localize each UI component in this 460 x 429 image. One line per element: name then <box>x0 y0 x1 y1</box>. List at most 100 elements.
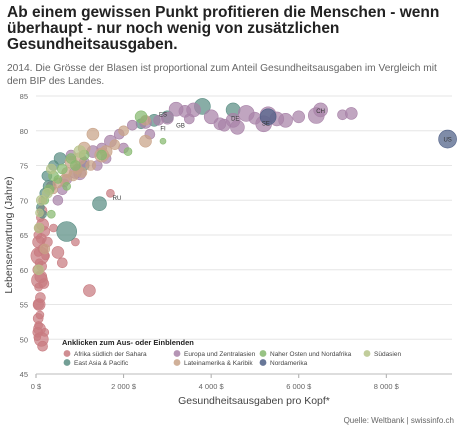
bubble-afrika[interactable] <box>49 223 58 233</box>
bubble-europa[interactable] <box>344 107 358 120</box>
bubbles <box>30 98 457 352</box>
bubble-suedasien[interactable] <box>45 163 57 175</box>
bubble-nordamerika[interactable] <box>438 129 457 149</box>
bubble-lateinamerika[interactable] <box>109 139 121 150</box>
country-label-gb: GB <box>176 124 185 130</box>
bubble-lateinamerika[interactable] <box>139 134 152 148</box>
bubble-ostasien[interactable] <box>92 196 107 211</box>
bubble-afrika[interactable] <box>40 327 50 337</box>
bubble-ostasien[interactable] <box>53 152 67 165</box>
bubble-lateinamerika[interactable] <box>67 170 79 182</box>
legend-swatch-nordamerika[interactable] <box>259 359 267 366</box>
legend-item-afrika[interactable]: Afrika südlich der Sahara <box>74 351 147 358</box>
x-tick-label: 0 $ <box>31 382 42 391</box>
legend-swatch-lateinamerika[interactable] <box>173 359 181 366</box>
y-tick-label: 60 <box>20 266 28 275</box>
country-label-ch: CH <box>316 109 325 115</box>
legend-item-ostasien[interactable]: East Asia & Pacific <box>74 360 129 367</box>
legend-item-lateinamerika[interactable]: Lateinamerika & Karibik <box>184 360 253 367</box>
bubble-europa[interactable] <box>52 195 64 206</box>
bubble-afrika[interactable] <box>106 189 115 198</box>
bubble-nahost[interactable] <box>123 147 133 156</box>
legend-swatch-nahost[interactable] <box>259 350 267 357</box>
bubble-afrika[interactable] <box>71 237 80 247</box>
x-axis-ticks: 0 $ 2 000 $ 4 000 $ 6 000 $ 8 000 $ <box>31 374 400 391</box>
source-note: Quelle: Weltbank | swissinfo.ch <box>344 416 454 425</box>
bubble-nahost[interactable] <box>159 137 167 145</box>
bubble-europa[interactable] <box>307 107 325 124</box>
y-tick-label: 50 <box>20 335 28 344</box>
bubble-europa[interactable] <box>237 105 255 122</box>
bubble-lateinamerika[interactable] <box>39 243 51 255</box>
x-tick-label: 8 000 $ <box>374 382 400 391</box>
y-tick-label: 80 <box>20 127 28 136</box>
legend-item-nahost[interactable]: Naher Osten und Nordafrika <box>270 351 352 358</box>
bubble-nahost[interactable] <box>62 182 71 191</box>
legend-swatch-suedasien[interactable] <box>363 350 371 357</box>
bubble-europa[interactable] <box>168 101 184 117</box>
bubble-suedasien[interactable] <box>33 264 44 276</box>
y-tick-label: 45 <box>20 370 28 379</box>
bubble-nahost[interactable] <box>70 160 81 171</box>
bubble-afrika[interactable] <box>33 299 44 310</box>
legend-item-nordamerika[interactable]: Nordamerika <box>270 360 308 367</box>
bubble-nahost[interactable] <box>96 149 107 161</box>
y-tick-label: 65 <box>20 231 28 240</box>
bubble-lateinamerika[interactable] <box>76 167 88 178</box>
bubble-lateinamerika[interactable] <box>86 127 100 141</box>
bubble-afrika[interactable] <box>56 257 68 269</box>
bubble-europa[interactable] <box>203 109 219 125</box>
bubble-suedasien[interactable] <box>33 222 45 234</box>
legend-item-europa[interactable]: Europa und Zentralasien <box>184 351 256 358</box>
bubble-nahost[interactable] <box>46 209 56 219</box>
x-axis-label: Gesundheitsausgaben pro Kopf* <box>178 395 330 407</box>
legend-swatch-afrika[interactable] <box>63 350 71 357</box>
legend-title: Anklicken zum Aus- oder Einblenden <box>62 338 194 347</box>
legend-swatch-europa[interactable] <box>173 350 181 357</box>
bubble-nahost[interactable] <box>53 175 63 184</box>
legend-item-suedasien[interactable]: Südasien <box>374 351 401 358</box>
chart-subtitle: 2014. Die Grösse der Blasen ist proporti… <box>7 63 437 87</box>
bubble-suedasien[interactable] <box>73 145 87 158</box>
bubble-lateinamerika[interactable] <box>85 160 96 171</box>
bubble-suedasien[interactable] <box>42 188 53 199</box>
source-prefix: Quelle: <box>343 416 372 425</box>
bubble-europa[interactable] <box>230 120 245 135</box>
bubble-europa[interactable] <box>153 115 164 126</box>
bubble-europa[interactable] <box>292 110 306 124</box>
y-axis-label: Lebenserwartung (Jahre) <box>3 176 15 293</box>
bubble-nahost[interactable] <box>56 163 68 175</box>
bubble-afrika[interactable] <box>51 246 65 259</box>
country-label-se: SE <box>262 122 270 128</box>
y-tick-label: 70 <box>20 196 28 205</box>
bubble-afrika[interactable] <box>38 278 50 289</box>
country-label-de: DE <box>231 117 239 123</box>
bubble-afrika[interactable] <box>35 310 45 320</box>
source-separator: | <box>404 416 411 425</box>
bubble-labels: US CH SE DE GB FI ES RU <box>113 109 452 202</box>
bubble-lateinamerika[interactable] <box>118 125 129 137</box>
bubble-ostasien[interactable] <box>56 221 77 242</box>
legend: Anklicken zum Aus- oder Einblenden Afrik… <box>62 338 401 367</box>
x-tick-label: 4 000 $ <box>199 382 225 391</box>
bubble-afrika[interactable] <box>83 284 96 297</box>
country-label-es: ES <box>159 113 167 119</box>
country-label-ru: RU <box>113 196 122 202</box>
legend-swatch-ostasien[interactable] <box>63 359 71 366</box>
bubble-nordamerika[interactable] <box>259 108 277 126</box>
country-label-us: US <box>443 138 451 144</box>
bubble-nahost[interactable] <box>134 110 148 124</box>
bubble-suedasien[interactable] <box>35 195 47 206</box>
chart-title: Ab einem gewissen Punkt profitieren die … <box>7 4 440 53</box>
bubble-europa[interactable] <box>127 119 138 131</box>
y-tick-label: 75 <box>20 162 28 171</box>
bubble-europa[interactable] <box>218 118 231 132</box>
country-label-fi: FI <box>160 126 166 132</box>
bubble-afrika[interactable] <box>37 340 48 352</box>
y-axis-ticks: 45 50 55 60 65 70 75 80 85 <box>20 92 28 379</box>
source-link-weltbank[interactable]: Weltbank <box>371 416 405 425</box>
y-tick-label: 55 <box>20 301 28 310</box>
bubble-suedasien[interactable] <box>35 208 44 218</box>
bubble-europa[interactable] <box>184 113 195 125</box>
